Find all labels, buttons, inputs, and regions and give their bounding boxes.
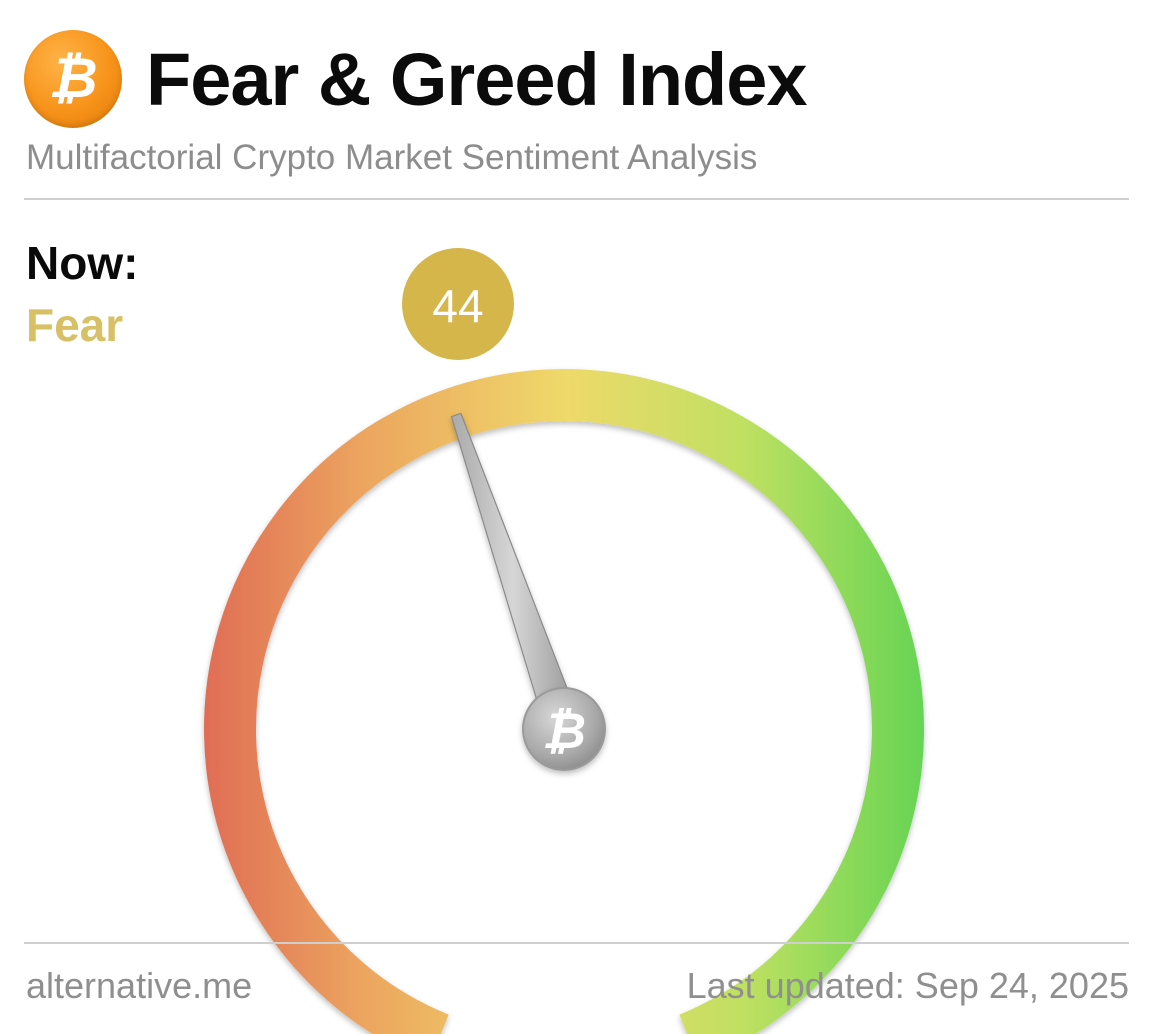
needle-hub: ₿ [522, 687, 606, 771]
bitcoin-symbol: ₿ [48, 46, 98, 111]
index-value: 44 [432, 280, 483, 332]
footer-divider [24, 942, 1129, 944]
bitcoin-hub-icon: ₿ [542, 702, 586, 760]
page-subtitle: Multifactorial Crypto Market Sentiment A… [26, 138, 758, 177]
last-updated: Last updated: Sep 24, 2025 [686, 965, 1129, 1006]
bitcoin-logo-icon: ₿ [24, 30, 122, 128]
page-title: Fear & Greed Index [146, 38, 808, 121]
header-divider [24, 198, 1129, 200]
gauge-needle [450, 412, 575, 719]
now-label: Now: [26, 237, 139, 289]
value-badge: 44 [402, 248, 514, 360]
gauge-arc [204, 369, 924, 1034]
header: ₿ Fear & Greed Index Multifactorial Cryp… [24, 24, 1129, 204]
sentiment-classification: Fear [26, 299, 124, 351]
source-link[interactable]: alternative.me [26, 965, 253, 1006]
